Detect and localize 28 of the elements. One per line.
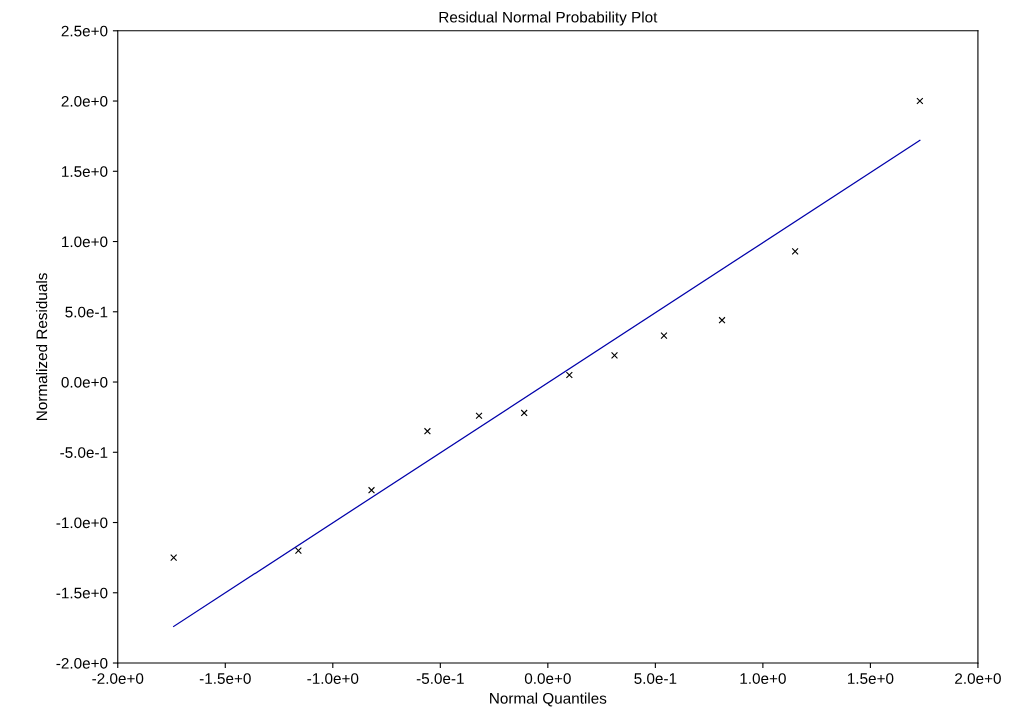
y-tick-label: 2.5e+0 bbox=[61, 25, 108, 37]
chart-title: Residual Normal Probability Plot bbox=[439, 11, 658, 26]
x-tick-label: 1.0e+0 bbox=[740, 673, 786, 684]
x-tick-label: 0.0e+0 bbox=[524, 673, 571, 684]
x-tick-label: -2.0e+0 bbox=[92, 673, 144, 684]
y-tick-label: 1.0e+0 bbox=[62, 236, 108, 248]
point bbox=[660, 332, 668, 340]
point bbox=[475, 412, 483, 420]
x-axis-title: Normal Quantiles bbox=[490, 692, 607, 707]
x-tick-label: 1.5e+0 bbox=[847, 673, 894, 684]
x-tick-label: -5.0e-1 bbox=[416, 673, 464, 684]
x-tick-label: -1.5e+0 bbox=[199, 673, 251, 684]
x-tick-label: 5.0e-1 bbox=[634, 673, 677, 684]
point bbox=[565, 371, 573, 379]
y-tick-label: -2.0e+0 bbox=[56, 657, 108, 669]
x-tick-label: -1.0e+0 bbox=[307, 673, 359, 684]
y-tick-label: 2.0e+0 bbox=[61, 95, 108, 107]
y-tick-label: -1.0e+0 bbox=[56, 517, 108, 529]
y-tick-label: 1.5e+0 bbox=[62, 166, 108, 177]
point bbox=[423, 427, 431, 435]
y-tick-label: 5.0e-1 bbox=[65, 306, 108, 318]
y-axis-title: Normalized Residuals bbox=[36, 273, 48, 420]
x-tick-label: 2.0e+0 bbox=[955, 673, 1001, 684]
point bbox=[368, 486, 376, 494]
point bbox=[791, 247, 799, 255]
y-tick-label: -1.5e+0 bbox=[56, 587, 108, 599]
y-tick-label: 0.0e+0 bbox=[61, 376, 108, 388]
y-tick-label: -5.0e-1 bbox=[60, 447, 108, 458]
